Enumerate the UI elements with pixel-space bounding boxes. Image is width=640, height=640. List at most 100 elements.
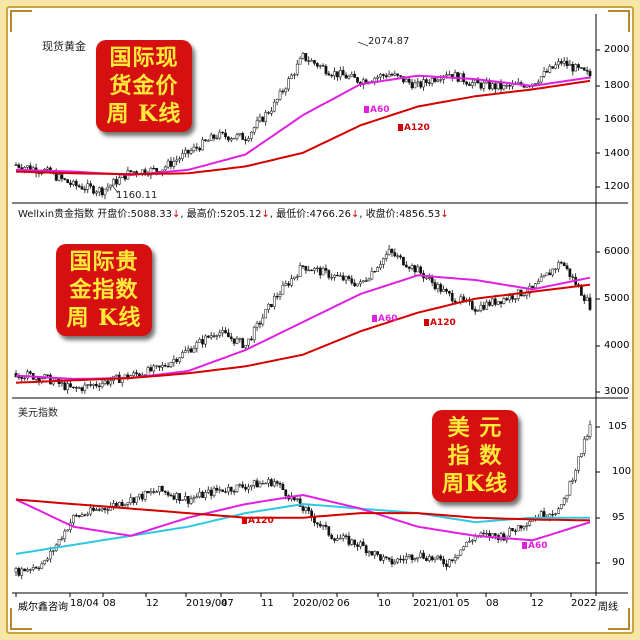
candle-body <box>548 66 552 73</box>
candle-body <box>298 498 302 507</box>
candle-body <box>479 532 483 536</box>
candle-body <box>359 541 362 547</box>
candle-body <box>522 526 526 529</box>
candle-body <box>284 283 288 286</box>
candle-body <box>551 513 555 516</box>
candle-body <box>51 550 55 552</box>
candle-body <box>304 53 308 61</box>
candle-body <box>456 554 460 558</box>
candle-body <box>344 74 348 79</box>
candle-body <box>562 498 566 505</box>
usd-cyan-ma-line <box>15 503 590 555</box>
usd-ma60-tag: A60 <box>522 541 548 551</box>
candle-body <box>232 338 236 344</box>
gold-panel-name: 现货黄金 <box>42 40 86 53</box>
candle-body <box>189 150 193 154</box>
candle-body <box>161 364 164 368</box>
candle-body <box>390 248 394 253</box>
candle-body <box>574 470 577 481</box>
ma60-label: A60 <box>378 314 398 324</box>
candle-body <box>189 498 193 504</box>
candle-body <box>163 166 167 171</box>
candle-body <box>195 342 199 349</box>
index-header: Wellxin贵金指数 开盘价:5088.33↓, 最高价:5205.12↓, … <box>18 209 449 220</box>
candle-body <box>554 64 557 69</box>
candle-body <box>112 179 115 186</box>
high-label: 最高价: <box>186 209 221 220</box>
candle-body <box>373 551 377 556</box>
candle-body <box>473 309 477 312</box>
x-axis-label: 2020/02 <box>293 598 335 609</box>
candle-body <box>321 524 325 527</box>
candle-body <box>462 296 466 301</box>
candle-body <box>86 183 90 190</box>
index-ytick: 5000 <box>604 293 630 304</box>
candle-body <box>499 82 503 90</box>
candle-body <box>69 182 72 185</box>
candle-body <box>367 278 371 282</box>
candle-body <box>232 490 236 493</box>
candle-body <box>488 81 491 90</box>
candle-body <box>106 186 110 190</box>
candle-body <box>261 116 265 122</box>
candle-body <box>347 75 351 79</box>
candle-body <box>402 256 405 266</box>
candle-body <box>404 78 408 83</box>
x-axis-label: 11 <box>261 598 274 609</box>
candle-body <box>155 491 158 493</box>
gold-ytick: 2000 <box>604 44 630 55</box>
candle-body <box>290 278 293 286</box>
candle-body <box>97 385 101 388</box>
candle-body <box>272 296 276 307</box>
candle-body <box>63 178 67 180</box>
candle-body <box>247 338 250 346</box>
candle-body <box>396 255 400 257</box>
candle-body <box>548 272 552 276</box>
candle-body <box>264 309 268 319</box>
candle-body <box>485 81 489 84</box>
candle-body <box>568 63 572 66</box>
candle-body <box>175 358 179 362</box>
candle-body <box>516 525 520 532</box>
candle-body <box>410 554 414 560</box>
candle-body <box>77 515 81 517</box>
x-axis-label: 威尔鑫咨询 <box>18 602 68 613</box>
candle-body <box>361 541 365 546</box>
candle-body <box>149 167 153 176</box>
candle-body <box>445 563 448 567</box>
candle-body <box>488 301 491 306</box>
x-axis-label: 2021/01 <box>413 598 455 609</box>
candle-body <box>321 268 325 276</box>
candle-body <box>23 568 26 572</box>
candle-body <box>267 112 270 114</box>
candle-body <box>384 254 388 259</box>
candle-body <box>66 179 70 184</box>
x-axis-label: 10 <box>378 598 391 609</box>
candle-body <box>95 191 98 194</box>
candle-body <box>267 303 270 310</box>
candle-body <box>135 372 138 375</box>
candle-body <box>310 269 313 272</box>
candle-body <box>554 513 557 515</box>
candle-body <box>293 276 296 279</box>
candle-body <box>419 266 423 274</box>
candle-body <box>344 276 348 281</box>
candle-body <box>272 481 276 487</box>
candle-body <box>582 438 586 454</box>
candle-body <box>278 90 282 100</box>
candle-body <box>281 484 285 490</box>
candle-body <box>404 556 408 561</box>
candle-body <box>166 365 170 368</box>
candle-body <box>436 284 440 290</box>
candle-body <box>347 276 351 279</box>
x-axis-label: 2019/04 <box>186 598 228 609</box>
candle-body <box>298 58 302 65</box>
candle-body <box>201 139 204 151</box>
candle-body <box>588 424 592 437</box>
candle-body <box>158 365 161 368</box>
candle-body <box>86 384 90 386</box>
candle-body <box>221 330 224 334</box>
candle-body <box>264 482 268 485</box>
candle-body <box>181 352 184 359</box>
candle-body <box>143 491 147 500</box>
